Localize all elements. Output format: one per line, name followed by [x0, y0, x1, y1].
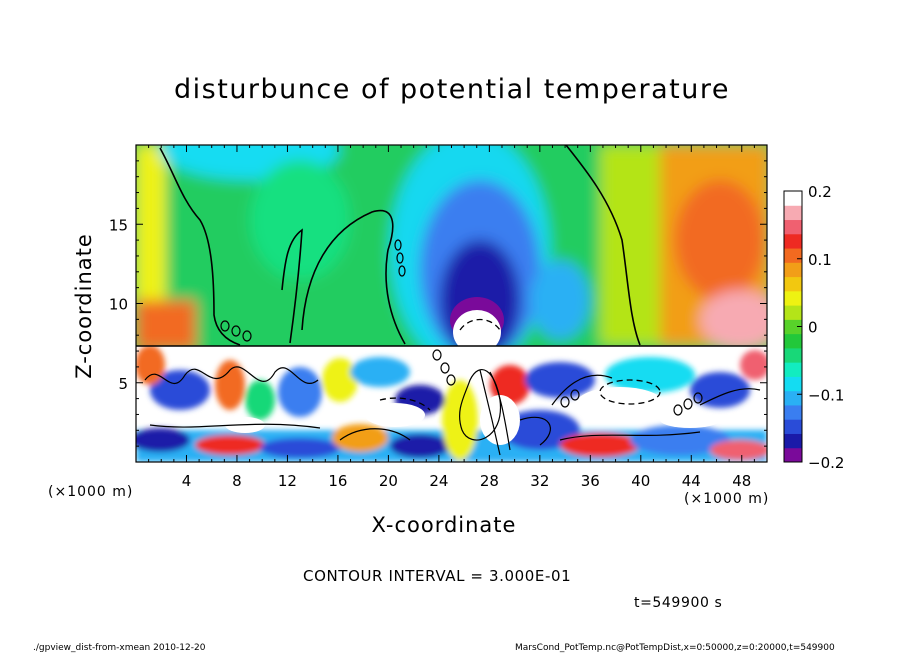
- x-axis-unit-left: (×1000 m): [48, 484, 134, 500]
- footer-right: MarsCond_PotTemp.nc@PotTempDist,x=0:5000…: [515, 643, 835, 653]
- colorbar-tick-label: 0.2: [808, 183, 832, 201]
- x-tick-label: 48: [732, 472, 751, 490]
- x-axis: 4 8 12 16 20 24 28 32 36 40 44 48: [135, 145, 768, 490]
- colorbar: 0.2 0.1 0 −0.1 −0.2: [783, 183, 844, 472]
- x-tick-label: 44: [682, 472, 701, 490]
- colorbar-swatch: [784, 219, 802, 235]
- colorbar-swatch: [784, 276, 802, 292]
- x-tick-label: 28: [480, 472, 499, 490]
- heatmap-field: [136, 145, 767, 462]
- x-tick-label: 24: [429, 472, 448, 490]
- colorbar-tick-label: 0.1: [808, 251, 832, 269]
- y-tick-label: 15: [109, 216, 128, 234]
- x-axis-unit-right: (×1000 m): [684, 491, 770, 507]
- y-axis-label: Z-coordinate: [72, 233, 96, 379]
- x-tick-label: 20: [379, 472, 398, 490]
- colorbar-tick-label: −0.1: [808, 386, 844, 404]
- colorbar-swatch: [784, 290, 802, 306]
- colorbar-tick-label: 0: [808, 319, 818, 337]
- x-tick-label: 8: [232, 472, 242, 490]
- x-tick-label: 4: [182, 472, 192, 490]
- contour-interval-label: CONTOUR INTERVAL = 3.000E-01: [303, 567, 572, 585]
- colorbar-swatch: [784, 305, 802, 320]
- colorbar-swatch: [784, 333, 802, 349]
- colorbar-swatch: [784, 191, 802, 206]
- y-axis: 5 10 15: [109, 144, 767, 463]
- x-tick-label: 36: [581, 472, 600, 490]
- x-tick-label: 12: [278, 472, 297, 490]
- colorbar-swatch: [784, 347, 802, 363]
- chart-title: disturbunce of potential temperature: [174, 74, 730, 105]
- colorbar-swatch: [784, 205, 802, 221]
- x-tick-label: 16: [328, 472, 347, 490]
- colorbar-swatch: [784, 319, 802, 335]
- y-tick-label: 5: [118, 375, 128, 393]
- x-tick-label: 40: [631, 472, 650, 490]
- colorbar-swatch: [784, 433, 802, 449]
- y-tick-label: 10: [109, 296, 128, 314]
- colorbar-swatch: [784, 362, 802, 377]
- x-axis-label: X-coordinate: [371, 513, 517, 537]
- colorbar-swatch: [784, 419, 802, 434]
- colorbar-swatch: [784, 404, 802, 420]
- colorbar-swatch: [784, 390, 802, 406]
- colorbar-swatch: [784, 376, 802, 392]
- colorbar-swatch: [784, 262, 802, 278]
- colorbar-tick-label: −0.2: [808, 454, 844, 472]
- footer-left: ./gpview_dist-from-xmean 2010-12-20: [33, 643, 206, 653]
- colorbar-swatch: [784, 248, 802, 263]
- colorbar-swatch: [784, 233, 802, 249]
- x-tick-label: 32: [530, 472, 549, 490]
- time-label: t=549900 s: [634, 595, 723, 611]
- colorbar-swatch: [784, 447, 802, 463]
